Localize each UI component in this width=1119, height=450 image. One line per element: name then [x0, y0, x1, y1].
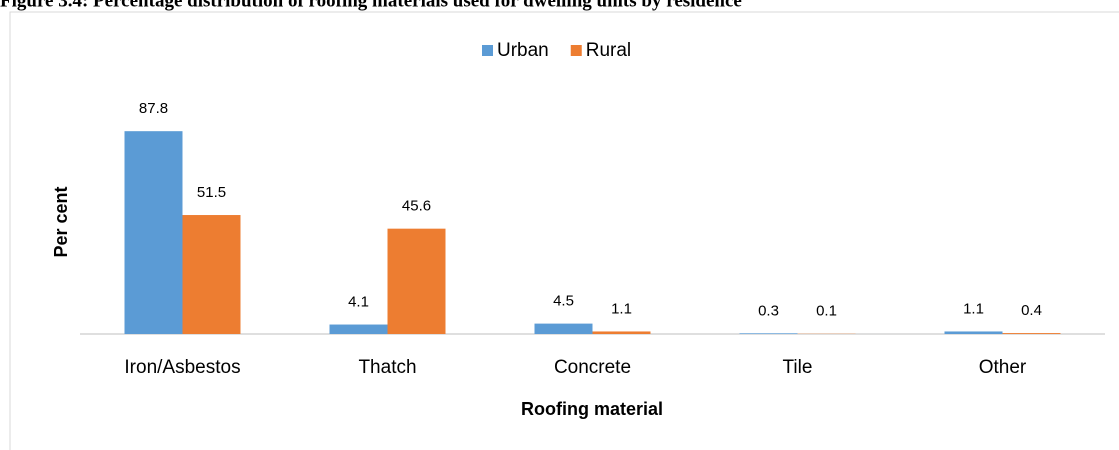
bar — [534, 323, 593, 334]
x-tick-label: Iron/Asbestos — [124, 357, 240, 378]
bar — [387, 228, 446, 334]
chart-title: Figure 3.4: Percentage distribution of r… — [0, 0, 742, 11]
data-label: 51.5 — [197, 184, 226, 201]
bar — [944, 331, 1003, 334]
bar — [124, 131, 183, 334]
data-label: 4.5 — [553, 293, 574, 310]
chart-border — [9, 11, 1119, 450]
legend-swatch — [570, 45, 582, 56]
bar — [1002, 333, 1061, 334]
legend-swatch — [482, 45, 493, 56]
data-label: 1.1 — [963, 300, 984, 317]
data-label: 0.4 — [1021, 302, 1042, 319]
data-label: 0.1 — [816, 303, 837, 320]
bar — [329, 324, 388, 334]
data-label: 0.3 — [758, 302, 779, 319]
legend-label: Rural — [586, 40, 631, 61]
data-label: 4.1 — [348, 293, 369, 310]
data-label: 1.1 — [611, 300, 632, 317]
data-label: 45.6 — [402, 198, 431, 215]
bar — [592, 331, 651, 334]
data-label: 87.8 — [139, 100, 168, 117]
bar — [739, 333, 798, 334]
y-axis-label: Per cent — [51, 186, 71, 257]
legend-label: Urban — [497, 40, 549, 61]
x-axis-label: Roofing material — [521, 399, 663, 419]
x-tick-label: Tile — [783, 357, 813, 378]
bar — [182, 215, 241, 334]
x-tick-label: Concrete — [554, 357, 631, 378]
x-tick-label: Other — [979, 357, 1027, 378]
x-tick-label: Thatch — [358, 357, 416, 378]
